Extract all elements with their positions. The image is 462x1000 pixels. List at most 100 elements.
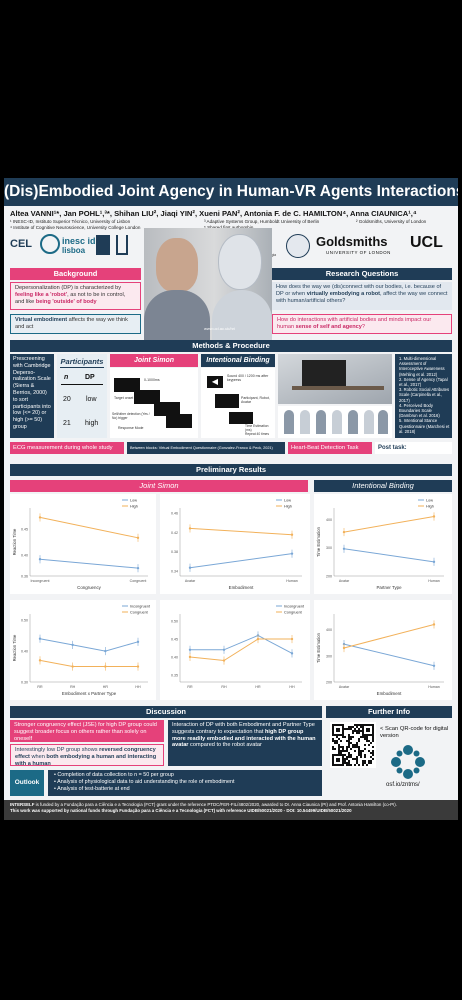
qr-module: [342, 736, 344, 738]
table-row-2-dp: high: [85, 420, 99, 427]
qr-module: [364, 744, 366, 746]
goldsmiths-logo-sub: UNIVERSITY OF LONDON: [326, 250, 391, 255]
post-task-label: Post task:: [375, 442, 452, 454]
qr-module: [360, 730, 362, 732]
research-question-2: How do interactions with artificial bodi…: [272, 314, 452, 334]
avatar-figure-4: [332, 410, 342, 434]
qr-module: [350, 756, 352, 758]
chart-2-y-tick-0: 200: [326, 575, 332, 579]
qr-module: [356, 756, 358, 758]
table-rule: [61, 384, 103, 385]
chart-3-series-0-point-0: [38, 637, 42, 640]
simon-label-3: Self/other detection (Yes / No) trigger: [112, 412, 150, 420]
qr-finder-center-0: [336, 728, 340, 732]
rq1-a: How does the way we (dis)connect with ou…: [276, 284, 442, 297]
qr-module: [348, 760, 350, 762]
qr-module: [350, 738, 352, 740]
qr-module: [348, 738, 350, 740]
qr-module: [358, 732, 360, 734]
chart-0-x-tick-1: Congruent: [130, 579, 147, 583]
chart-1-x-tick-1: Human: [286, 579, 298, 583]
osf-link[interactable]: osf.io/zntms/: [386, 782, 420, 788]
chart-4-y-tick-0: 0.35: [171, 673, 178, 677]
qr-module: [350, 754, 352, 756]
background-text-2: Virtual embodiment affects the way we th…: [10, 314, 141, 334]
chart-4-series-1-point-3: [290, 637, 294, 641]
qr-module: [372, 738, 374, 740]
qr-module: [350, 764, 352, 766]
ucl-logo: UCL: [410, 234, 443, 251]
ecg-note: ECG measurement during whole study: [10, 442, 124, 454]
qr-module: [356, 732, 358, 734]
qr-module: [360, 736, 362, 738]
results-header: Preliminary Results: [10, 464, 452, 476]
chart-3-x-tick-1: RH: [70, 685, 76, 689]
chart-3-x-tick-0: RR: [37, 685, 43, 689]
affiliation-3: ³ Adaptive Systems Group, Humboldt Unive…: [204, 219, 320, 224]
qr-module: [348, 734, 350, 736]
chart-1-y-tick-0: 0.34: [171, 570, 178, 574]
qr-module: [340, 750, 342, 752]
qr-module: [332, 740, 334, 742]
qr-code[interactable]: [330, 722, 376, 768]
qr-module: [370, 760, 372, 762]
outlook-item-1: • Completion of data collection to n = 5…: [54, 772, 174, 778]
table-row-2-n: 21: [63, 420, 71, 427]
table-row-1-dp: low: [86, 396, 97, 403]
qr-module: [338, 738, 340, 740]
qr-module: [352, 746, 354, 748]
osf-logo: [391, 745, 425, 779]
discussion-point-2: Interestingly low DP group shows reverse…: [10, 744, 164, 767]
d2-b: reversed congruency effect: [15, 747, 156, 760]
table-head-n: n: [64, 374, 69, 381]
chart-5-background: [314, 600, 452, 700]
chart-2-x-tick-0: Avatar: [339, 579, 350, 583]
poster: (Dis)Embodied Joint Agency in Human-VR A…: [4, 178, 458, 820]
chart-3-series-0-point-1: [71, 643, 74, 647]
qr-module: [372, 758, 374, 760]
simon-screen-2: [134, 390, 160, 404]
qr-module: [356, 724, 358, 726]
chart-4-y-tick-2: 0.45: [171, 638, 178, 642]
ist-logo: [96, 235, 110, 255]
discussion-point-3: Interaction of DP with both Embodiment a…: [168, 720, 322, 766]
chart-4-x-tick-2: HR: [255, 685, 261, 689]
qr-module: [336, 742, 338, 744]
qr-module: [364, 738, 366, 740]
qr-module: [372, 740, 374, 742]
chart-4-x-tick-0: RR: [187, 685, 193, 689]
chart-0-x-tick-0: Incongruent: [31, 579, 50, 583]
chart-1-legend-label-0: Low: [284, 498, 291, 502]
chart-2-series-1-point-1: [432, 515, 436, 518]
chart-2-x-tick-1: Human: [428, 579, 440, 583]
chart-2-x-label: Partner Type: [376, 585, 402, 590]
funding-footer: INTERSELF is funded by a Fundação para a…: [4, 800, 458, 820]
chart-1-y-tick-3: 0.46: [171, 511, 178, 515]
rq1-b: virtually embodying a robot: [306, 290, 381, 297]
rq2-c: ?: [361, 323, 366, 330]
qr-module: [362, 760, 364, 762]
qr-module: [356, 758, 358, 760]
qr-module: [334, 748, 336, 750]
chart-1-x-label: Embodiment: [229, 585, 254, 590]
chart-3-y-tick-1: 0.40: [21, 650, 28, 654]
chart-1-y-tick-1: 0.38: [171, 550, 178, 554]
poster-title: (Dis)Embodied Joint Agency in Human-VR A…: [4, 178, 458, 206]
qr-module: [372, 752, 374, 754]
questionnaire-1: 1. Multi-dimensional Assessment of Inter…: [399, 356, 445, 377]
questionnaire-5: 5. Intentional Stance Questionnaire (Mar…: [399, 418, 450, 434]
outlook-list: • Completion of data collection to n = 5…: [48, 770, 322, 796]
participants-panel: Participants n DP 20 low 21 high: [57, 354, 107, 438]
qr-module: [344, 754, 346, 756]
qr-module: [352, 736, 354, 738]
chart-3-y-label: Reaction Time: [12, 634, 17, 661]
chart-1-series-1-line: [189, 527, 293, 536]
chart-3-x-tick-3: HH: [135, 685, 141, 689]
chart-0-y-label: Reaction Time: [12, 528, 17, 555]
human-face-shape: [156, 238, 198, 292]
chart-3-series-1-line: [39, 659, 138, 668]
qr-module: [334, 742, 336, 744]
chart-5-series-1-point-1: [432, 623, 436, 626]
qr-module: [342, 750, 344, 752]
binding-screen-2: [229, 412, 253, 424]
